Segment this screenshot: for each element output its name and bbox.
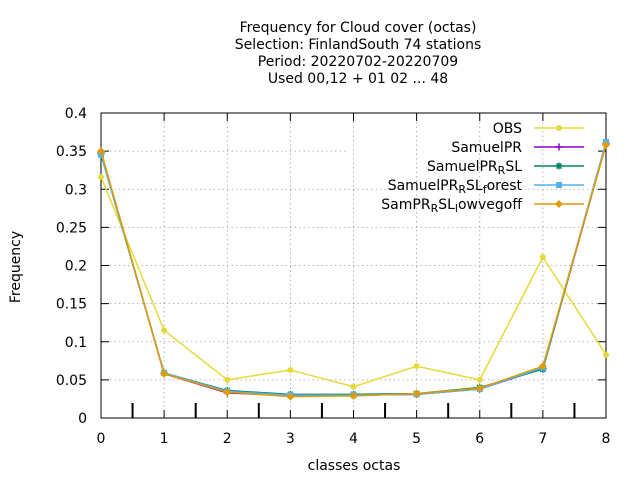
legend-label-part: owvegoff	[458, 197, 522, 213]
chart-title: Frequency for Cloud cover (octas)Selecti…	[235, 20, 482, 87]
legend-label: SamuelPRRSL	[427, 159, 522, 177]
data-point	[538, 362, 547, 371]
data-point	[160, 369, 169, 378]
data-point	[350, 383, 357, 390]
x-tick-label: 0	[97, 431, 106, 447]
title-line: Selection: FinlandSouth 74 stations	[235, 37, 482, 53]
legend-label-subscript: R	[498, 164, 506, 177]
y-tick-label: 0.15	[56, 297, 87, 313]
legend-label-subscript: f	[483, 183, 488, 196]
data-point	[539, 254, 546, 261]
legend-label: SamuelPRRSLforest	[388, 178, 523, 196]
y-tick-label: 0.1	[65, 335, 87, 351]
data-point	[412, 389, 421, 398]
y-tick-label: 0	[78, 411, 87, 427]
data-point	[413, 363, 420, 370]
legend-label-part: SamuelPR	[388, 178, 459, 194]
data-point	[475, 384, 484, 393]
y-tick-label: 0.3	[65, 182, 87, 198]
legend-label-subscript: R	[458, 183, 466, 196]
legend-label: SamPRRSLlowvegoff	[381, 197, 522, 215]
data-point	[349, 391, 358, 400]
x-tick-label: 3	[286, 431, 295, 447]
legend-label-subscript: R	[431, 202, 439, 215]
series-0	[98, 174, 609, 390]
data-point	[287, 366, 294, 373]
data-point	[223, 388, 232, 397]
legend-marker	[555, 200, 563, 208]
legend-label-part: SL	[466, 178, 483, 194]
title-line: Used 00,12 + 01 02 ... 48	[268, 71, 448, 87]
x-tick-label: 8	[602, 431, 611, 447]
data-point	[602, 141, 610, 150]
title-line: Frequency for Cloud cover (octas)	[240, 20, 477, 36]
legend-marker	[555, 162, 563, 170]
data-point	[161, 327, 168, 334]
legend-label-part: orest	[487, 178, 523, 194]
y-tick-label: 0.35	[56, 144, 87, 160]
data-point	[476, 376, 483, 383]
legend-label: OBS	[493, 121, 522, 137]
legend-label-part: SamuelPR	[427, 159, 498, 175]
legend-marker	[556, 182, 562, 188]
legend: OBSSamuelPRSamuelPRRSLSamuelPRRSLforestS…	[381, 121, 584, 215]
y-tick-label: 0.4	[65, 106, 87, 122]
x-axis-label: classes octas	[308, 458, 401, 474]
x-tick-label: 6	[475, 431, 484, 447]
legend-label-part: SamuelPR	[451, 140, 522, 156]
x-tick-label: 4	[349, 431, 358, 447]
series-2	[97, 139, 610, 398]
grid	[101, 113, 606, 418]
y-tick-label: 0.05	[56, 373, 87, 389]
legend-marker	[555, 143, 563, 151]
legend-label-part: SL	[505, 159, 522, 175]
data-point	[286, 392, 295, 401]
series-3	[98, 138, 609, 399]
data-point	[97, 147, 105, 156]
y-tick-label: 0.25	[56, 220, 87, 236]
legend-marker	[556, 125, 562, 131]
title-line: Period: 20220702-20220709	[258, 54, 458, 70]
legend-label-part: SamPR	[381, 197, 431, 213]
series-lines	[97, 138, 610, 401]
x-tick-label: 7	[538, 431, 547, 447]
legend-label-subscript: l	[455, 202, 458, 215]
axis-ticks: 0 0.05 0.1 0.15 0.2 0.25 0.3 0.35 0.4 0 1 2 3 4 5 6 7 8	[56, 106, 611, 447]
y-tick-label: 0.2	[65, 259, 87, 275]
x-tick-label: 1	[160, 431, 169, 447]
data-point	[224, 376, 231, 383]
series-4	[97, 141, 610, 401]
series-line	[100, 144, 607, 397]
x-tick-label: 5	[412, 431, 421, 447]
x-tick-label: 2	[223, 431, 232, 447]
legend-label-part: SL	[438, 197, 455, 213]
legend-label: SamuelPR	[451, 140, 522, 156]
y-axis-label: Frequency	[8, 231, 24, 303]
data-point	[603, 351, 609, 358]
legend-label-part: OBS	[493, 121, 522, 137]
data-point	[98, 174, 104, 181]
